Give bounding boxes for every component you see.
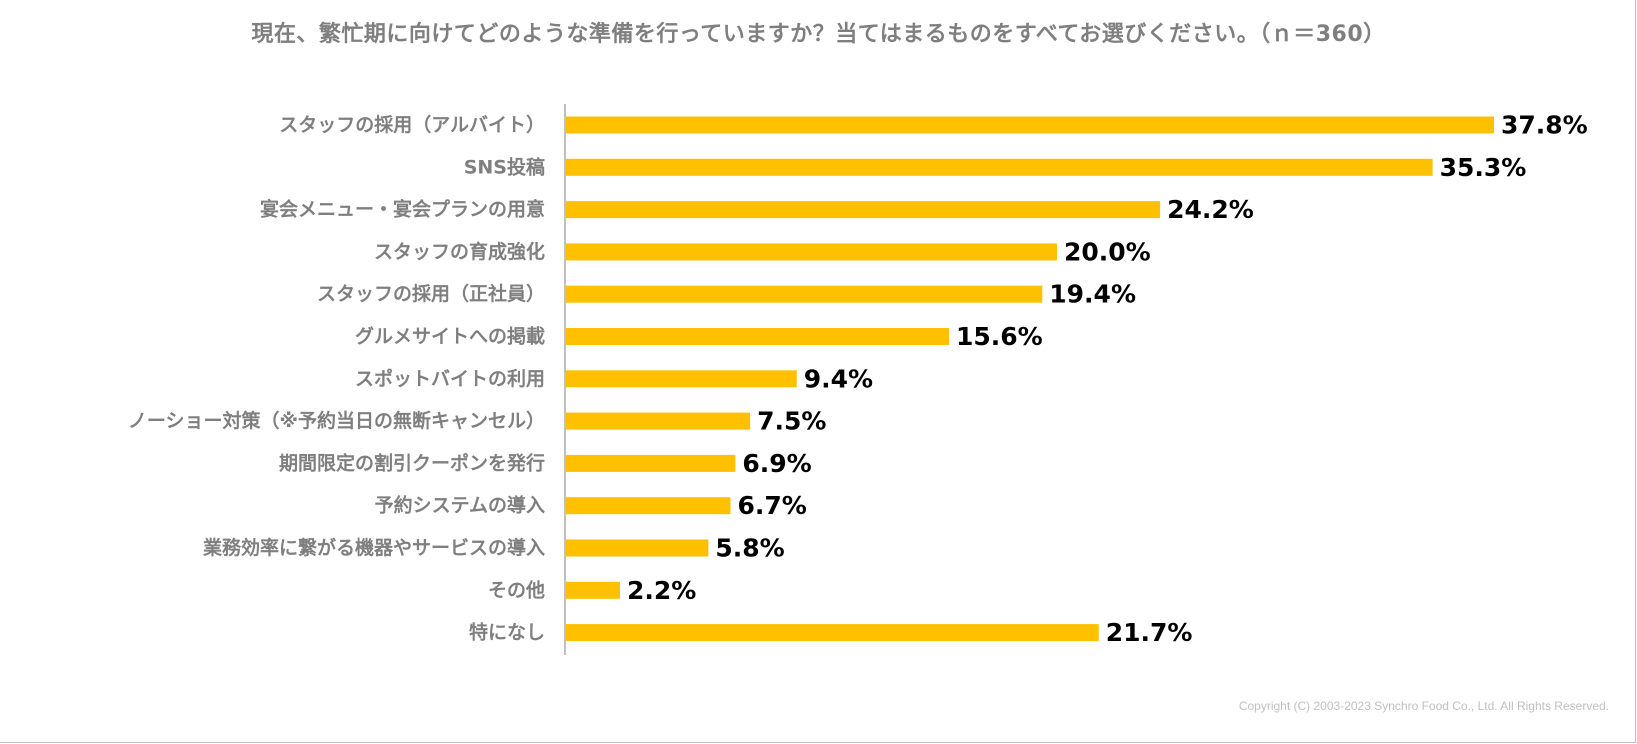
data-label: 19.4%: [1049, 280, 1136, 309]
bar: [566, 285, 1043, 303]
category-label: 宴会メニュー・宴会プランの用意: [260, 198, 545, 221]
data-label: 9.4%: [804, 364, 873, 393]
data-label: 15.6%: [956, 322, 1043, 351]
bar: [566, 370, 797, 388]
bars-group: スタッフの採用（アルバイト） 37.8% SNS投稿 35.3% 宴会メニュー・宴会プラ…: [128, 111, 1588, 648]
bar: [566, 328, 949, 345]
bar: [566, 243, 1057, 261]
bar: [566, 116, 1494, 134]
data-label: 6.7%: [737, 491, 806, 520]
data-label: 24.2%: [1167, 195, 1254, 224]
category-label: 業務効率に繋がる機器やサービスの導入: [202, 536, 545, 559]
bar: [566, 454, 736, 472]
data-label: 21.7%: [1106, 618, 1193, 647]
bar: [566, 158, 1433, 176]
data-label: 35.3%: [1440, 153, 1527, 182]
bar: [566, 539, 709, 557]
data-label: 37.8%: [1501, 111, 1588, 140]
category-label: スポットバイトの利用: [355, 367, 545, 390]
data-label: 7.5%: [757, 407, 826, 436]
bar: [566, 581, 621, 599]
category-label: その他: [488, 578, 545, 601]
chart-title: 現在、繁忙期に向けてどのような準備を行っていますか？当てはまるものをすべてお選び…: [251, 22, 1386, 47]
bar: [566, 497, 731, 515]
category-label: スタッフの採用（正社員）: [317, 282, 545, 305]
category-label: 特になし: [469, 622, 545, 644]
bar: [566, 201, 1161, 219]
category-label: スタッフの採用（アルバイト）: [279, 113, 545, 136]
category-label: スタッフの育成強化: [374, 240, 545, 263]
data-label: 6.9%: [742, 449, 811, 478]
data-label: 5.8%: [715, 534, 784, 563]
data-label: 20.0%: [1064, 237, 1151, 266]
category-label: 予約システムの導入: [375, 494, 545, 517]
bar: [566, 624, 1099, 642]
category-label: 期間限定の割引クーポンを発行: [279, 451, 545, 474]
category-label: グルメサイトへの掲載: [355, 325, 545, 348]
category-label: SNS投稿: [464, 155, 545, 178]
category-label: ノーショー対策（※予約当日の無断キャンセル）: [128, 409, 545, 432]
copyright-text: Copyright (C) 2003-2023 Synchro Food Co.…: [1238, 699, 1609, 713]
bar: [566, 412, 751, 430]
data-label: 2.2%: [627, 576, 696, 605]
